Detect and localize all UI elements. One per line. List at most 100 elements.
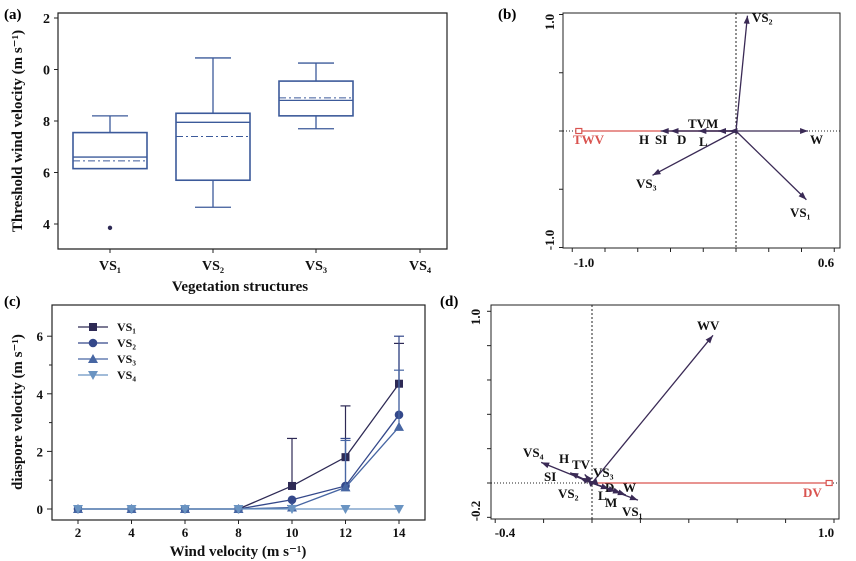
triangle-down-marker: [340, 505, 351, 514]
vector-tvm-label: TVM: [688, 116, 718, 131]
vector-wv-label: WV: [697, 318, 720, 333]
plot-frame: [490, 304, 840, 520]
triangle-down-marker: [394, 505, 404, 514]
y-tick-label: 4: [43, 218, 50, 233]
vector-vs-shaft: [652, 130, 737, 176]
vector-dv-head: [825, 479, 833, 487]
series-line: [78, 414, 400, 510]
vector-vs-shaft: [735, 130, 807, 201]
legend-item-2: VS₂: [78, 336, 136, 350]
x-tick-label: VS₃: [305, 259, 327, 274]
vector-l-label: L: [699, 134, 708, 149]
x-tick-label: 12: [339, 525, 352, 540]
x-tick-label: 2: [75, 525, 82, 540]
vector-vs-label: VS₂: [752, 10, 773, 25]
vector-vs-head: [743, 15, 750, 24]
triangle-down-marker: [73, 505, 83, 514]
vector-vs-shaft: [591, 482, 639, 501]
vector-si-label: SI: [544, 469, 556, 484]
box-iqr: [72, 131, 148, 170]
triangle-down-marker: [88, 371, 98, 380]
vector-tvm-head: [729, 128, 738, 134]
x-tick-label: 6: [182, 525, 189, 540]
y-tick-label: 2: [37, 444, 44, 459]
x-tick-label: VS₂: [202, 259, 224, 274]
vector-si-label: SI: [655, 132, 667, 147]
series-line: [78, 426, 400, 510]
vector-vs-label: VS₃: [593, 465, 614, 480]
legend-item-4: VS₄: [78, 368, 136, 382]
y-tick-label: 2: [43, 12, 50, 27]
box-3: [278, 62, 354, 130]
x-tick-label: 4: [128, 525, 135, 540]
panel-label-c: (c): [4, 294, 21, 310]
vector-h-label: H: [639, 132, 649, 147]
y-tick-label: -0.2: [468, 501, 483, 522]
panel-b: (b) -1.0 0.6 1.0 -1.0 TWV H SI D L TVM W VS₂ VS₃ VS₁: [498, 7, 841, 270]
panel-c: (c) 2 4 6 8 10 12 14 0 2 4 6 Wind velocity (m s⁻¹) di…: [4, 294, 426, 560]
panel-label-b: (b): [498, 7, 516, 23]
circle-marker: [88, 338, 98, 348]
vector-w-head: [800, 128, 809, 134]
triangle-up-marker: [394, 421, 404, 431]
vector-w-label: W: [810, 132, 823, 147]
y-tick-label: 0: [37, 502, 44, 517]
y-tick-label: 1.0: [468, 309, 483, 325]
series-4: [73, 505, 404, 514]
vector-m-label: M: [605, 495, 617, 510]
square-marker: [89, 323, 97, 331]
vector-wv-head: [705, 335, 713, 344]
y-tick-label: 6: [43, 167, 50, 182]
vector-vs-head: [629, 494, 638, 501]
vector-si-head: [579, 477, 589, 484]
plot-frame: [51, 304, 426, 521]
legend-label: VS₄: [117, 368, 136, 382]
triangle-up-marker: [88, 354, 98, 363]
panel-a: (a) 2 0 8 6 4 VS₁ VS₂ VS₃ VS₄ Vegetation structure…: [4, 7, 448, 295]
x-tick-label: -0.4: [495, 525, 516, 540]
y-tick-label: 0: [43, 64, 50, 79]
vector-tv-head: [584, 474, 593, 483]
triangle-down-marker: [233, 505, 244, 514]
y-axis-label: Threshold wind velocity (m s⁻¹): [10, 30, 26, 232]
x-tick-label: 14: [393, 525, 407, 540]
vector-tv-label: TV: [572, 457, 591, 472]
triangle-up-marker: [340, 482, 351, 492]
x-tick-label: 1.0: [818, 525, 834, 540]
triangle-down-marker: [287, 505, 297, 514]
vector-vs-shaft: [735, 15, 749, 132]
y-tick-label: -1.0: [542, 230, 557, 251]
y-tick-label: 8: [43, 115, 50, 130]
x-axis-label: Wind velocity (m s⁻¹): [170, 544, 307, 560]
vector-vs-head: [589, 478, 599, 485]
vector-vs-head: [541, 462, 550, 469]
vector-twv-head: [575, 127, 583, 135]
y-axis-label: diaspore velocity (m s⁻¹): [10, 334, 26, 490]
box-1: [72, 115, 148, 231]
y-tick-label: 6: [37, 329, 44, 344]
vector-h-head: [660, 128, 669, 134]
panel-label-a: (a): [4, 7, 22, 23]
x-tick-label: -1.0: [574, 255, 595, 270]
x-tick-label: 8: [235, 525, 242, 540]
vector-h-label: H: [559, 451, 569, 466]
vector-h-head: [570, 472, 579, 479]
vector-vs-label: VS₄: [523, 445, 544, 460]
x-tick-label: 10: [286, 525, 299, 540]
vector-twv-label: TWV: [573, 132, 605, 147]
vector-vs-label: VS₁: [622, 504, 643, 519]
triangle-down-marker: [180, 505, 190, 514]
vector-si-head: [670, 128, 679, 134]
legend-item-3: VS₃: [78, 352, 136, 366]
box-iqr: [278, 80, 354, 117]
box-2: [175, 57, 251, 208]
x-axis-label: Vegetation structures: [172, 279, 308, 295]
legend-label: VS₃: [117, 352, 136, 366]
vector-vs-label: VS₃: [636, 176, 657, 191]
legend-label: VS₁: [117, 320, 136, 334]
panel-label-d: (d): [440, 294, 458, 310]
outlier-point: [107, 225, 113, 231]
vector-vs-label: VS₁: [790, 205, 811, 220]
y-tick-label: 1.0: [542, 14, 557, 30]
